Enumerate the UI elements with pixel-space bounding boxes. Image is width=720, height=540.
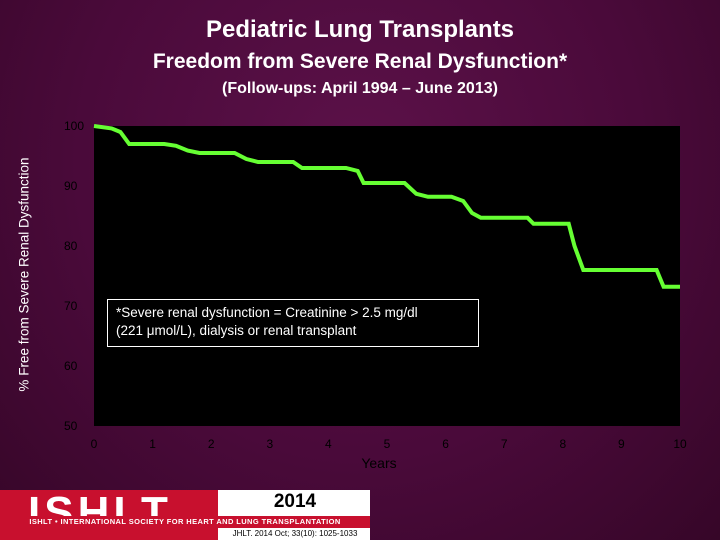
y-tick-label: 70 [64, 299, 78, 313]
x-tick-label: 5 [384, 437, 391, 451]
ishlt-logo: ISHLT ISHLT • INTERNATIONAL SOCIETY FOR … [0, 490, 370, 540]
x-tick-label: 1 [149, 437, 156, 451]
logo-citation: JHLT. 2014 Oct; 33(10): 1025-1033 [232, 529, 358, 538]
x-tick-label: 4 [325, 437, 332, 451]
logo-wordmark: ISHLT [28, 490, 172, 537]
y-tick-label: 50 [64, 419, 78, 433]
plot-area [94, 126, 680, 426]
logo-year: 2014 [273, 491, 317, 512]
x-tick-label: 9 [618, 437, 625, 451]
y-tick-label: 90 [64, 179, 78, 193]
chart-title: Pediatric Lung Transplants [205, 16, 515, 43]
chart-subtitle: Freedom from Severe Renal Dysfunction* [152, 50, 568, 73]
y-tick-label: 100 [64, 119, 84, 133]
y-tick-label: 80 [64, 239, 78, 253]
footnote-box: *Severe renal dysfunction = Creatinine >… [107, 299, 479, 347]
x-tick-label: 6 [442, 437, 449, 451]
x-tick-label: 10 [673, 437, 687, 451]
x-tick-label: 2 [208, 437, 215, 451]
series-line [93, 124, 680, 289]
footnote-line-2: (221 μmol/L), dialysis or renal transpla… [116, 323, 357, 338]
logo-red-panel [0, 490, 218, 540]
x-axis-label: Years [361, 455, 396, 471]
y-tick-label: 60 [64, 359, 78, 373]
followup-period: (Follow-ups: April 1994 – June 2013) [222, 80, 498, 97]
x-tick-label: 3 [266, 437, 273, 451]
x-tick-label: 0 [91, 437, 98, 451]
logo-society-name: ISHLT • INTERNATIONAL SOCIETY FOR HEART … [0, 516, 370, 528]
x-tick-label: 8 [559, 437, 566, 451]
x-tick-label: 7 [501, 437, 508, 451]
footnote-line-1: *Severe renal dysfunction = Creatinine >… [116, 305, 418, 320]
